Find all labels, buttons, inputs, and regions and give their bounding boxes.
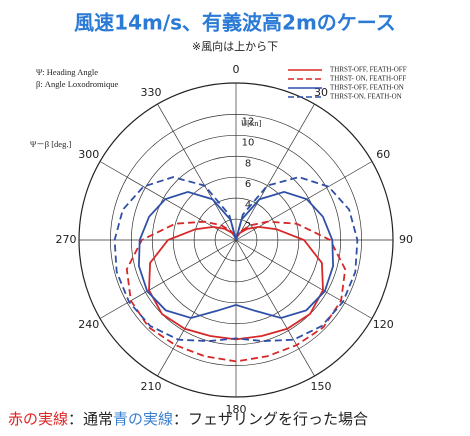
chart-title: 風速14m/s、有義波高2mのケース (74, 11, 396, 35)
legend-label: THRST-OFF, FEATH-ON (330, 84, 404, 92)
grid-spoke (235, 239, 373, 319)
legend-label: THRST- ON, FEATH-OFF (330, 75, 406, 83)
legend-label: THRST-OFF, FEATH-OFF (330, 66, 407, 74)
theta-tick-label: 180 (226, 403, 247, 416)
r-tick-label: 2 (245, 221, 251, 232)
grid-spoke (235, 103, 315, 241)
annotation: β: Angle Loxodromique (36, 79, 118, 89)
footer-part: ：フェザリングを行った場合 (173, 410, 368, 428)
grid-spoke (235, 161, 373, 241)
annotation: U[kn] (241, 118, 261, 128)
footer-part: 赤の実線 (8, 410, 68, 428)
annotation: Ψ: Heading Angle (36, 67, 98, 77)
series-line (137, 190, 335, 319)
theta-tick-label: 240 (78, 318, 99, 331)
footer-part: ：通常 (68, 410, 113, 428)
grid-spoke (157, 103, 237, 241)
series-line (125, 220, 347, 363)
footer-part: 青の実線 (113, 410, 173, 428)
theta-tick-label: 0 (233, 63, 240, 76)
grid-spoke (235, 239, 315, 377)
legend-label: THRST-ON, FEATH-ON (330, 93, 402, 101)
series-line (113, 176, 359, 343)
r-tick-label: 10 (242, 137, 255, 148)
theta-tick-label: 270 (56, 233, 77, 246)
theta-tick-label: 330 (141, 86, 162, 99)
r-tick-label: 12 (242, 116, 255, 127)
chart-subtitle: ※風向は上から下 (192, 39, 278, 53)
grid-spoke (157, 239, 237, 377)
series-line (148, 225, 324, 341)
theta-tick-label: 300 (78, 148, 99, 161)
r-tick-label: 8 (245, 158, 251, 169)
grid-spoke (99, 239, 237, 319)
r-tick-label: 4 (245, 200, 251, 211)
theta-tick-label: 60 (376, 148, 390, 161)
theta-tick-label: 150 (311, 380, 332, 393)
theta-tick-label: 120 (373, 318, 394, 331)
theta-tick-label: 30 (314, 86, 328, 99)
r-tick-label: 6 (245, 179, 251, 190)
theta-tick-label: 210 (141, 380, 162, 393)
footer: 赤の実線：通常青の実線：フェザリングを行った場合 (8, 410, 368, 428)
theta-tick-label: 90 (399, 233, 413, 246)
annotation: Ψ－β [deg.] (30, 139, 71, 149)
